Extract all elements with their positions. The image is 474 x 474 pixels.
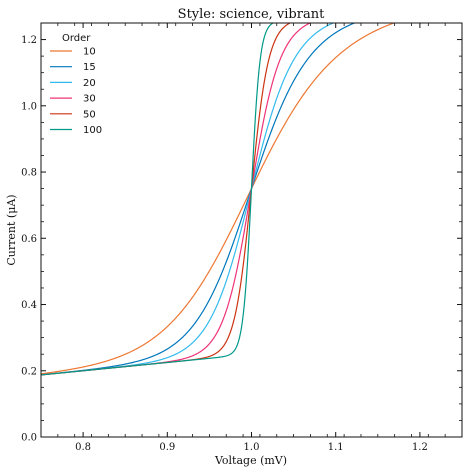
legend-label-10: 10 [83,47,96,58]
x-tick-label: 1.1 [328,442,344,453]
legend: Order 10 15 20 30 50 100 [50,33,102,136]
legend-label-20: 20 [83,78,96,89]
x-tick-label: 1.0 [244,442,260,453]
legend-label-30: 30 [83,94,96,105]
legend-title: Order [62,33,91,44]
legend-label-100: 100 [83,125,102,136]
ticks-layer: 0.8 0.9 1.0 1.1 1.2 0.0 0.2 0.4 0.6 0.8 1.0 1.2 [21,22,463,453]
y-tick-label: 0.0 [21,433,37,444]
series-layer [41,23,396,376]
series-line-100 [41,23,275,376]
y-tick-label: 0.8 [21,168,37,179]
y-tick-label: 1.2 [21,35,37,46]
y-tick-label: 0.4 [21,300,37,311]
y-axis-label: Current (μA) [5,194,18,265]
plot-frame [40,22,463,438]
x-tick-label: 0.9 [159,442,175,453]
y-tick-label: 0.6 [21,234,37,245]
x-tick-label: 1.2 [412,442,428,453]
y-tick-label: 1.0 [21,101,37,112]
chart-title: Style: science, vibrant [178,7,325,22]
x-axis-label: Voltage (mV) [214,454,287,467]
x-tick-label: 0.8 [75,442,91,453]
y-tick-label: 0.2 [21,366,37,377]
legend-label-15: 15 [83,62,96,73]
legend-label-50: 50 [83,109,96,120]
